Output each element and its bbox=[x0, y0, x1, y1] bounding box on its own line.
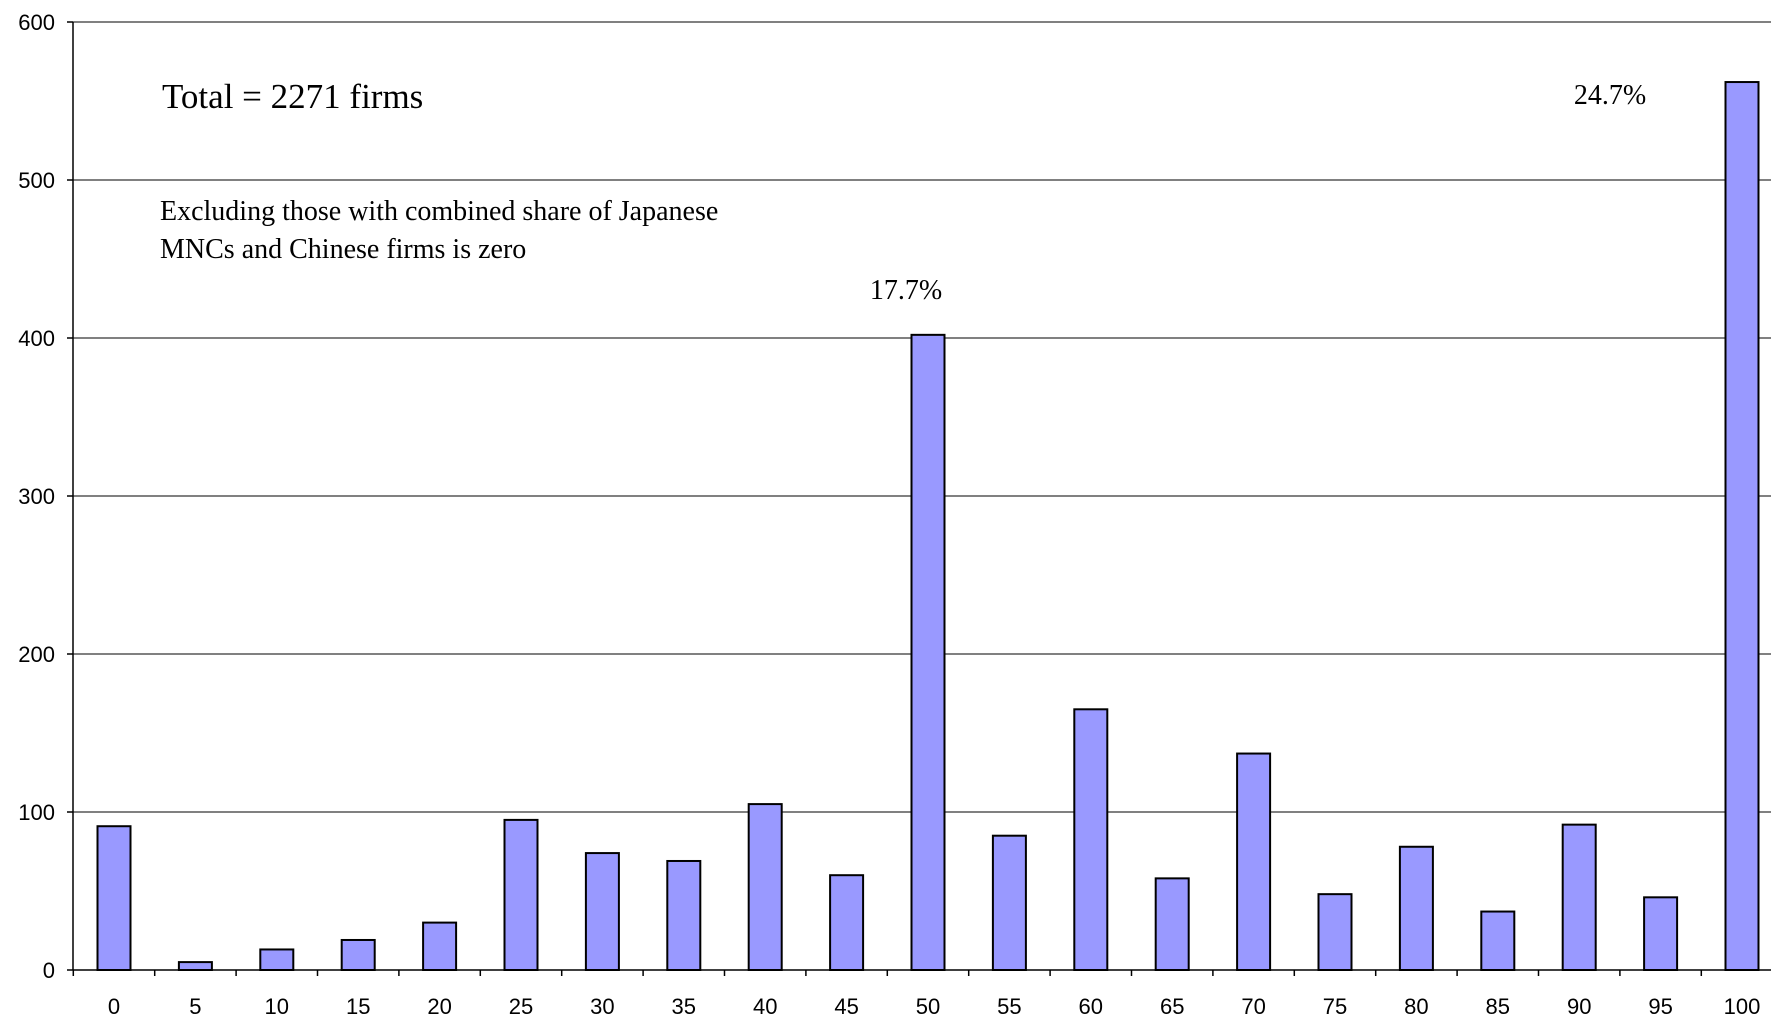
x-tick-label: 5 bbox=[189, 994, 201, 1019]
x-tick-label: 25 bbox=[509, 994, 533, 1019]
bar-65 bbox=[1154, 877, 1190, 971]
x-tick-label: 90 bbox=[1567, 994, 1591, 1019]
x-tick-label: 15 bbox=[346, 994, 370, 1019]
bar-0 bbox=[96, 825, 132, 971]
x-tick-label: 65 bbox=[1160, 994, 1184, 1019]
bar-85 bbox=[1480, 910, 1516, 971]
x-tick-label: 30 bbox=[590, 994, 614, 1019]
bar-80 bbox=[1398, 845, 1434, 972]
bar-5 bbox=[177, 961, 213, 971]
data-label-50: 17.7% bbox=[870, 275, 942, 306]
x-tick-label: 45 bbox=[834, 994, 858, 1019]
x-tick-label: 10 bbox=[265, 994, 289, 1019]
x-tick-labels: 0 5 10 15 20 25 30 35 40 45 50 55 60 65 70 75 80 85 90 95 10… bbox=[108, 994, 1760, 1019]
x-tick-label: 35 bbox=[672, 994, 696, 1019]
bar-10 bbox=[259, 948, 295, 972]
bar-20 bbox=[422, 921, 458, 971]
bar-100 bbox=[1724, 81, 1760, 972]
y-tick-label: 200 bbox=[18, 642, 55, 667]
y-tick-labels: 0 100 200 300 400 500 600 bbox=[18, 10, 55, 983]
bar-30 bbox=[584, 852, 620, 972]
bar-15 bbox=[340, 938, 376, 971]
bar-60 bbox=[1073, 708, 1109, 971]
bar-95 bbox=[1643, 896, 1679, 972]
note-annotation-line-1: Excluding those with combined share of J… bbox=[160, 196, 718, 227]
bars bbox=[96, 81, 1760, 972]
x-tick-label: 80 bbox=[1404, 994, 1428, 1019]
y-tick-label: 300 bbox=[18, 484, 55, 509]
x-tick-label: 70 bbox=[1241, 994, 1265, 1019]
x-tick-label: 40 bbox=[753, 994, 777, 1019]
x-tick-label: 85 bbox=[1486, 994, 1510, 1019]
y-tick-label: 500 bbox=[18, 168, 55, 193]
axes bbox=[67, 21, 1771, 976]
x-tick-label: 95 bbox=[1648, 994, 1672, 1019]
bar-40 bbox=[747, 803, 783, 971]
x-tick-label: 20 bbox=[427, 994, 451, 1019]
bar-55 bbox=[991, 834, 1027, 972]
note-annotation-line-2: MNCs and Chinese firms is zero bbox=[160, 234, 526, 265]
data-label-100: 24.7% bbox=[1574, 80, 1646, 111]
y-tick-label: 600 bbox=[18, 10, 55, 35]
x-tick-label: 50 bbox=[916, 994, 940, 1019]
bar-35 bbox=[666, 859, 702, 971]
x-tick-label: 100 bbox=[1724, 994, 1761, 1019]
bar-75 bbox=[1317, 893, 1353, 971]
bar-90 bbox=[1561, 823, 1597, 972]
bar-45 bbox=[829, 874, 865, 972]
x-tick-label: 60 bbox=[1079, 994, 1103, 1019]
bar-25 bbox=[503, 818, 539, 972]
bar-70 bbox=[1236, 752, 1272, 971]
x-tick-label: 75 bbox=[1323, 994, 1347, 1019]
y-tick-label: 0 bbox=[43, 958, 55, 983]
x-tick-label: 0 bbox=[108, 994, 120, 1019]
x-tick-label: 55 bbox=[997, 994, 1021, 1019]
total-annotation: Total = 2271 firms bbox=[162, 77, 423, 116]
y-tick-label: 400 bbox=[18, 326, 55, 351]
bar-50 bbox=[910, 333, 946, 971]
y-tick-label: 100 bbox=[18, 800, 55, 825]
